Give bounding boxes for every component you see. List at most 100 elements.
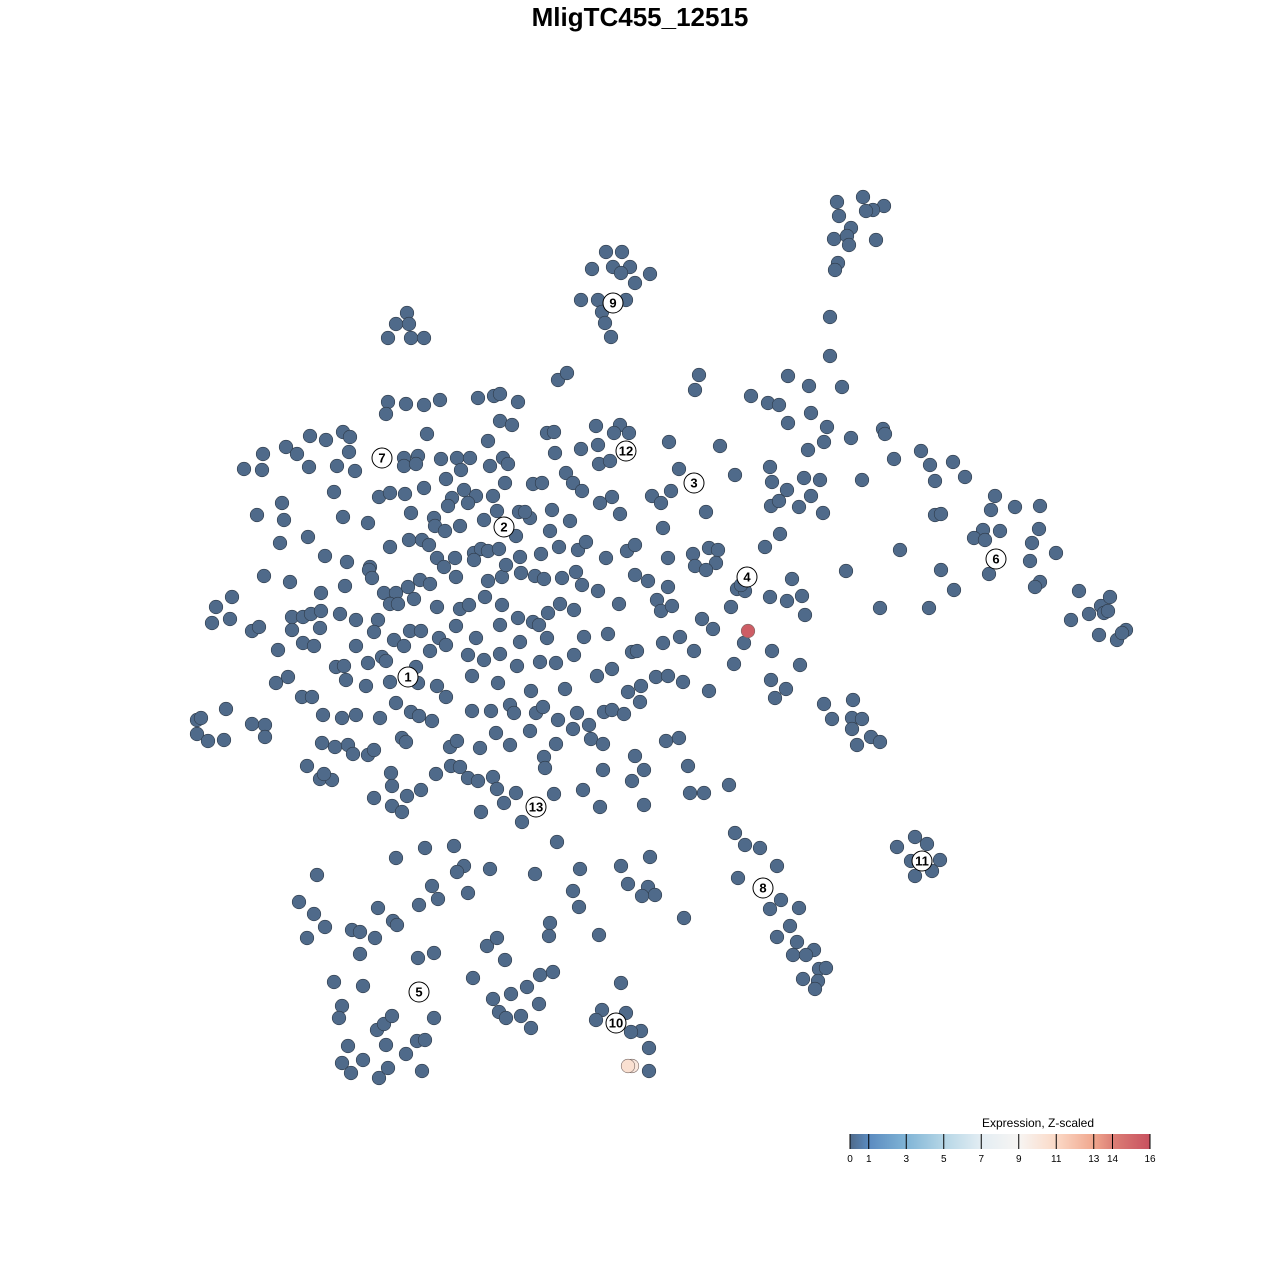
- cluster-label-badge: [911, 850, 933, 872]
- data-point: [603, 329, 619, 345]
- data-point: [597, 315, 613, 331]
- data-point: [342, 429, 358, 445]
- data-point: [992, 523, 1008, 539]
- data-point: [771, 493, 787, 509]
- cluster-label-6: 6: [985, 548, 1007, 570]
- data-point: [336, 658, 352, 674]
- data-point: [343, 1065, 359, 1081]
- data-point: [429, 678, 445, 694]
- data-point: [661, 434, 677, 450]
- cluster-label-text: 11: [915, 854, 929, 869]
- data-point: [907, 868, 923, 884]
- data-point: [371, 1070, 387, 1086]
- cluster-label-text: 4: [743, 570, 751, 585]
- data-point: [600, 626, 616, 642]
- data-point: [364, 570, 380, 586]
- data-point: [660, 668, 676, 684]
- data-point: [591, 927, 607, 943]
- data-point: [289, 446, 305, 462]
- data-point: [534, 475, 550, 491]
- data-point: [426, 945, 442, 961]
- data-point: [583, 731, 599, 747]
- cluster-label-badge: [736, 566, 758, 588]
- data-point: [784, 571, 800, 587]
- data-point: [257, 717, 273, 733]
- data-point: [494, 569, 510, 585]
- data-point: [642, 266, 658, 282]
- data-point: [620, 876, 636, 892]
- data-point: [426, 1010, 442, 1026]
- data-point: [533, 546, 549, 562]
- data-point: [554, 570, 570, 586]
- data-point: [334, 998, 350, 1014]
- data-point: [522, 723, 538, 739]
- data-point: [922, 457, 938, 473]
- data-point: [634, 888, 650, 904]
- data-point: [680, 758, 696, 774]
- cluster-label-text: 13: [529, 800, 543, 815]
- data-point: [401, 316, 417, 332]
- data-point: [317, 548, 333, 564]
- data-point: [983, 502, 999, 518]
- data-point: [736, 635, 752, 651]
- data-point: [523, 683, 539, 699]
- data-point: [218, 701, 234, 717]
- data-point: [204, 615, 220, 631]
- data-point: [573, 292, 589, 308]
- data-point: [464, 703, 480, 719]
- data-point: [568, 564, 584, 580]
- data-point: [383, 765, 399, 781]
- data-point: [682, 785, 698, 801]
- points-layer: [189, 189, 1134, 1086]
- data-point: [436, 559, 452, 575]
- cluster-label-9: 9: [602, 292, 624, 314]
- cluster-label-text: 9: [609, 296, 616, 311]
- data-point: [557, 681, 573, 697]
- chart-title: MligTC455_12515: [531, 2, 749, 32]
- data-point: [496, 795, 512, 811]
- data-point: [868, 232, 884, 248]
- data-point: [620, 684, 636, 700]
- data-point: [933, 562, 949, 578]
- data-point: [627, 567, 643, 583]
- data-point: [604, 489, 620, 505]
- data-point: [773, 892, 789, 908]
- data-point: [403, 330, 419, 346]
- data-point: [411, 897, 427, 913]
- data-point: [398, 1046, 414, 1062]
- data-point: [757, 539, 773, 555]
- data-point: [844, 721, 860, 737]
- data-point: [838, 563, 854, 579]
- data-point: [598, 550, 614, 566]
- cluster-label-text: 2: [500, 520, 507, 535]
- data-point: [460, 647, 476, 663]
- data-point: [712, 438, 728, 454]
- data-point: [640, 573, 656, 589]
- data-point: [388, 316, 404, 332]
- data-point: [452, 518, 468, 534]
- data-point: [302, 428, 318, 444]
- cluster-label-10: 10: [605, 1012, 627, 1034]
- data-point: [489, 503, 505, 519]
- cluster-label-text: 8: [759, 881, 766, 896]
- data-point: [686, 643, 702, 659]
- data-point: [660, 579, 676, 595]
- data-point: [771, 397, 787, 413]
- legend-tick-label: 16: [1144, 1154, 1156, 1165]
- data-point: [408, 456, 424, 472]
- data-point: [480, 573, 496, 589]
- data-point: [546, 786, 562, 802]
- data-point: [348, 707, 364, 723]
- data-point: [780, 368, 796, 384]
- data-point: [595, 762, 611, 778]
- data-point: [291, 894, 307, 910]
- data-point: [548, 655, 564, 671]
- data-point: [573, 441, 589, 457]
- data-point: [621, 425, 637, 441]
- cluster-label-text: 12: [619, 444, 633, 459]
- data-point: [565, 883, 581, 899]
- data-point: [276, 512, 292, 528]
- data-point: [946, 582, 962, 598]
- data-point: [822, 348, 838, 364]
